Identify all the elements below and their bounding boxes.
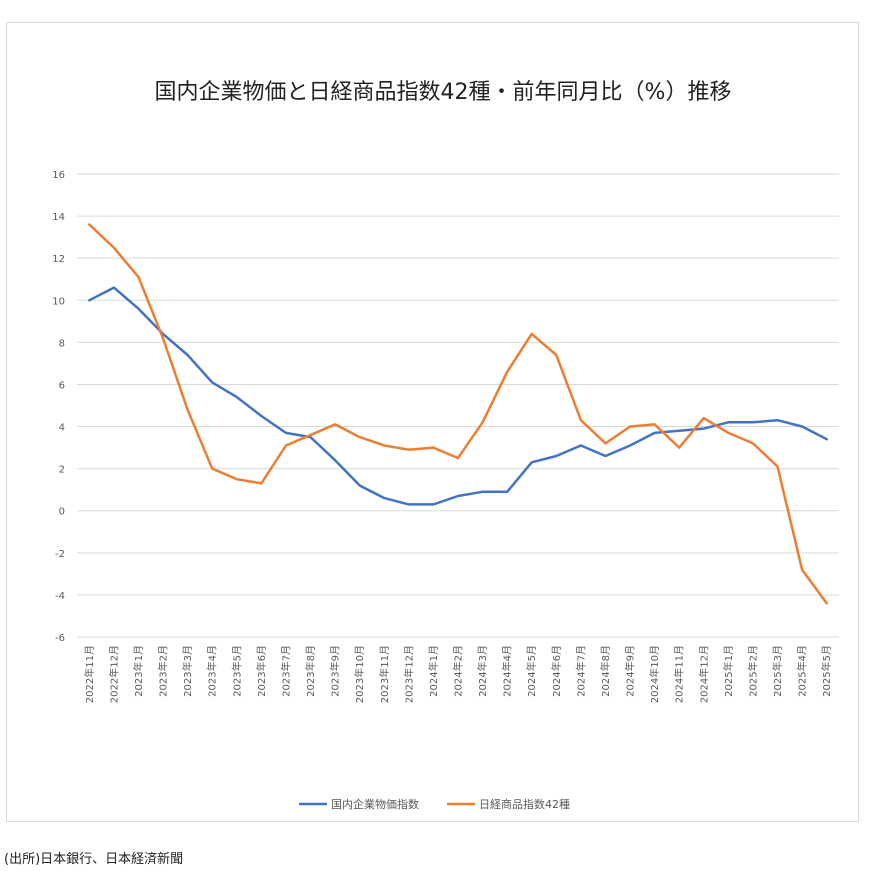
grid-lines xyxy=(77,173,839,638)
x-tick-label: 2024年2月 xyxy=(452,645,465,697)
y-tick-label: -2 xyxy=(55,549,65,560)
y-tick-label: 16 xyxy=(52,170,65,181)
x-tick-label: 2023年7月 xyxy=(279,645,292,697)
x-tick-label: 2023年2月 xyxy=(157,645,170,697)
x-tick-label: 2024年3月 xyxy=(476,645,489,697)
x-tick-label: 2023年5月 xyxy=(230,645,243,697)
x-tick-label: 2025年1月 xyxy=(722,645,735,697)
y-tick-label: 14 xyxy=(52,212,65,223)
x-tick-label: 2024年6月 xyxy=(550,645,563,697)
y-tick-label: -4 xyxy=(55,591,65,602)
x-tick-label: 2024年5月 xyxy=(525,645,538,697)
y-tick-label: 4 xyxy=(59,423,65,434)
x-tick-label: 2024年7月 xyxy=(574,645,587,697)
x-tick-label: 2023年12月 xyxy=(402,645,415,703)
x-tick-label: 2024年11月 xyxy=(673,645,686,703)
x-tick-label: 2023年8月 xyxy=(304,645,317,697)
x-tick-label: 2025年3月 xyxy=(771,645,784,697)
x-tick-label: 2024年10月 xyxy=(648,645,661,703)
legend-label-1: 日経商品指数42種 xyxy=(479,797,570,811)
x-tick-label: 2022年11月 xyxy=(83,645,96,703)
x-tick-label: 2023年9月 xyxy=(329,645,342,697)
y-tick-label: 2 xyxy=(59,465,65,476)
y-tick-label: 10 xyxy=(52,296,65,307)
x-axis-tick-labels: 2022年11月 2022年12月 2023年1月 2023年2月 2023年3月 202… xyxy=(83,645,833,703)
x-tick-label: 2023年6月 xyxy=(255,645,268,697)
line-chart: 国内企業物価と日経商品指数42種・前年同月比（%）推移 16 14 12 10 8 6 4 2… xyxy=(52,80,839,811)
chart-frame: 国内企業物価と日経商品指数42種・前年同月比（%）推移 16 14 12 10 8 6 4 2… xyxy=(6,22,859,822)
x-tick-label: 2025年5月 xyxy=(820,645,833,697)
x-tick-label: 2024年1月 xyxy=(427,645,440,697)
y-tick-label: 0 xyxy=(59,507,65,518)
y-tick-label: 6 xyxy=(59,380,65,391)
x-tick-label: 2025年4月 xyxy=(796,645,809,697)
x-tick-label: 2024年8月 xyxy=(599,645,612,697)
y-tick-label: 12 xyxy=(52,254,65,265)
legend: 国内企業物価指数 日経商品指数42種 xyxy=(299,797,570,811)
chart-title: 国内企業物価と日経商品指数42種・前年同月比（%）推移 xyxy=(155,80,732,105)
y-tick-label: -6 xyxy=(55,633,65,644)
x-tick-label: 2023年11月 xyxy=(378,645,391,703)
x-tick-label: 2024年9月 xyxy=(624,645,637,697)
x-tick-label: 2023年4月 xyxy=(206,645,219,697)
y-tick-label: 8 xyxy=(59,338,65,349)
series-lines xyxy=(88,223,828,605)
series-line-1 xyxy=(88,223,828,605)
x-tick-label: 2023年10月 xyxy=(353,645,366,703)
x-tick-label: 2024年12月 xyxy=(697,645,710,703)
x-tick-label: 2024年4月 xyxy=(501,645,514,697)
y-axis-tick-labels: 16 14 12 10 8 6 4 2 0 -2 -4 -6 xyxy=(52,170,65,644)
legend-label-0: 国内企業物価指数 xyxy=(331,797,419,811)
x-tick-label: 2022年12月 xyxy=(107,645,120,703)
x-tick-label: 2025年2月 xyxy=(746,645,759,697)
x-tick-label: 2023年3月 xyxy=(181,645,194,697)
x-tick-label: 2023年1月 xyxy=(132,645,145,697)
source-note: (出所)日本銀行、日本経済新聞 xyxy=(4,852,184,867)
series-line-0 xyxy=(88,286,828,506)
